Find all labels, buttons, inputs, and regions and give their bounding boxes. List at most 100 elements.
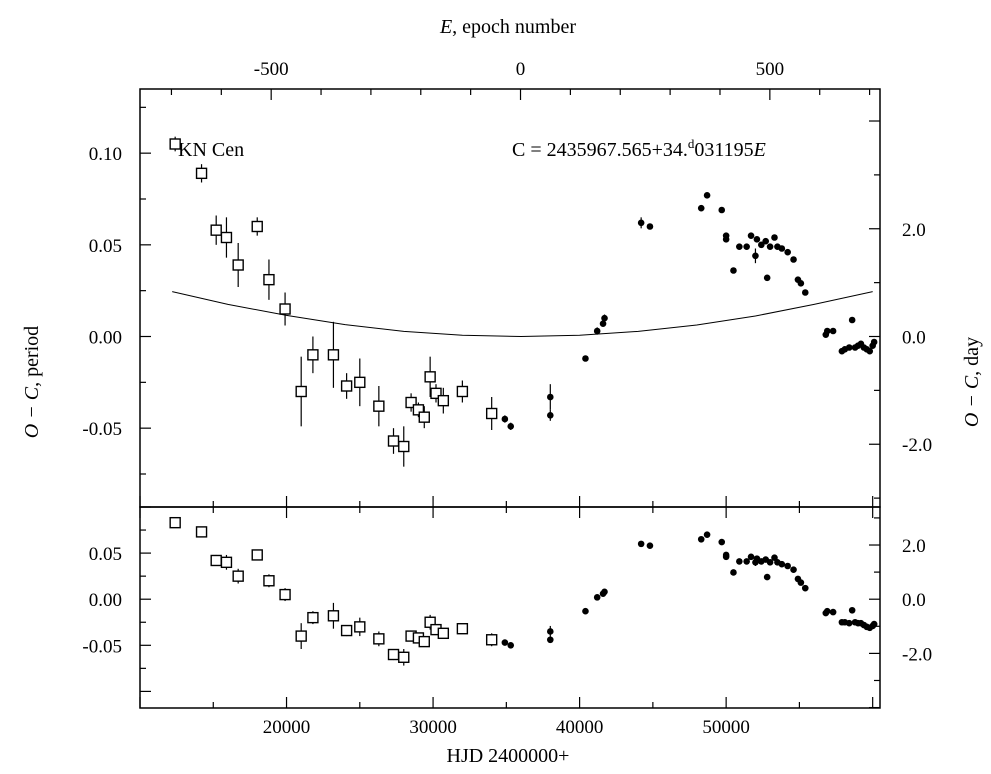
epoch-tick-label: -500: [254, 59, 289, 80]
top-filled-dot-point: [829, 327, 837, 335]
bottom-open-square-point: [485, 634, 498, 646]
top-filled-dot-point: [753, 236, 761, 243]
bottom-panel-frame: [139, 506, 881, 709]
top-open-square-point: [485, 407, 498, 420]
bottom-right-tick-label: 2.0: [902, 536, 926, 557]
top-open-square-point: [251, 220, 263, 233]
top-open-square-point: [354, 376, 366, 389]
top-open-square-point: [437, 394, 450, 407]
top-filled-dot-point: [501, 415, 509, 423]
bottom-open-square-point: [169, 516, 181, 529]
top-filled-dot-point: [866, 347, 874, 355]
bottom-filled-dot-point: [730, 569, 737, 576]
bottom-filled-dot-point: [747, 553, 755, 561]
x-tick-label: 30000: [409, 717, 457, 738]
top-panel-frame: [139, 88, 881, 508]
bottom-filled-dot-point: [823, 607, 831, 615]
bottom-filled-dot-point: [501, 639, 509, 646]
x-tick-label: 40000: [556, 717, 604, 738]
top-filled-dot-point: [697, 204, 705, 212]
bottom-filled-dot-point: [829, 608, 837, 616]
bottom-filled-dot-point: [743, 558, 750, 565]
ephemeris-label: C = 2435967.565+34.d031195E: [512, 136, 766, 161]
bottom-left-tick-label: -0.05: [82, 636, 122, 657]
tick-labels: 20000 30000 40000 50000-500 0 5000.100.050.00…: [82, 59, 932, 738]
bottom-open-square-point: [354, 621, 366, 633]
top-filled-dot-point: [848, 316, 856, 324]
top-left-tick-label: 0.10: [89, 144, 122, 165]
top-filled-dot-point: [736, 243, 743, 250]
epoch-tick-label: 0: [516, 59, 526, 80]
top-open-square-point: [232, 259, 244, 271]
top-left-tick-label: 0.05: [89, 236, 122, 257]
top-open-square-point: [220, 231, 233, 244]
top-filled-dot-point: [593, 327, 601, 335]
top-open-square-point: [295, 385, 307, 398]
top-open-square-point: [387, 435, 400, 447]
x-tick-label: 50000: [702, 717, 750, 738]
top-filled-dot-point: [763, 274, 771, 282]
top-filled-dot-point: [546, 412, 554, 419]
bottom-filled-dot-point: [848, 606, 856, 614]
bottom-open-square-point: [232, 570, 244, 582]
bottom-right-tick-label: -2.0: [902, 644, 932, 665]
top-filled-dot-point: [546, 393, 554, 401]
top-filled-dot-point: [797, 280, 805, 287]
top-filled-dot-point: [766, 243, 774, 250]
top-left-tick-label: 0.00: [89, 328, 122, 349]
top-filled-dot-point: [730, 267, 737, 274]
bottom-open-square-point: [398, 651, 410, 663]
bottom-filled-dot-point: [601, 588, 608, 596]
bottom-filled-dot-point: [763, 573, 771, 581]
bottom-open-square-point: [220, 556, 233, 569]
bottom-open-square-point: [251, 549, 263, 561]
bottom-open-square-point: [340, 624, 353, 637]
bottom-filled-dot-point: [736, 558, 743, 565]
bottom-filled-dot-point: [801, 584, 809, 592]
top-open-square-point: [430, 387, 442, 400]
bottom-right-tick-label: 0.0: [902, 590, 926, 611]
bottom-open-square-point: [279, 588, 291, 601]
bottom-filled-dot-point: [722, 553, 730, 561]
top-open-square-point: [307, 349, 319, 361]
top-right-tick-label: -2.0: [902, 435, 932, 456]
top-filled-dot-point: [870, 338, 878, 346]
bottom-filled-dot-point: [778, 560, 786, 568]
top-filled-dot-point: [582, 355, 589, 362]
top-filled-dot-point: [823, 327, 831, 335]
top-open-square-point: [340, 380, 353, 392]
bottom-filled-dot-point: [546, 628, 554, 635]
bottom-open-square-point: [263, 575, 275, 587]
top-filled-dot-point: [752, 252, 759, 260]
top-filled-dot-point: [784, 248, 791, 256]
top-filled-dot-point: [637, 219, 645, 227]
top-open-square-point: [424, 371, 436, 383]
bottom-open-square-point: [456, 623, 469, 635]
star-label: KN Cen: [178, 139, 244, 161]
top-filled-dot-point: [790, 256, 797, 263]
top-open-square-point: [263, 273, 275, 286]
top-open-square-point: [279, 303, 291, 315]
bottom-filled-dot-point: [646, 542, 654, 550]
bottom-filled-dot-point: [784, 562, 791, 570]
bottom-left-tick-label: 0.00: [89, 590, 122, 611]
top-open-square-point: [327, 349, 340, 361]
top-filled-dot-point: [771, 234, 778, 241]
tick-marks: [139, 89, 880, 709]
bottom-filled-dot-point: [790, 566, 797, 573]
x-tick-label: 20000: [263, 717, 311, 738]
bottom-filled-dot-point: [718, 538, 726, 546]
bottom-filled-dot-point: [703, 531, 711, 538]
top-filled-dot-point: [747, 232, 755, 239]
bottom-filled-dot-point: [546, 636, 554, 644]
top-filled-dot-point: [758, 241, 765, 249]
data-points: [169, 136, 878, 666]
top-open-square-point: [405, 396, 417, 409]
bottom-filled-dot-point: [593, 594, 601, 601]
bottom-open-square-point: [418, 635, 430, 648]
bottom-left-tick-label: 0.05: [89, 544, 122, 565]
top-open-square-point: [373, 400, 385, 412]
top-axis-title: E, epoch number: [439, 16, 576, 38]
fit-curve-layer: [172, 291, 873, 338]
